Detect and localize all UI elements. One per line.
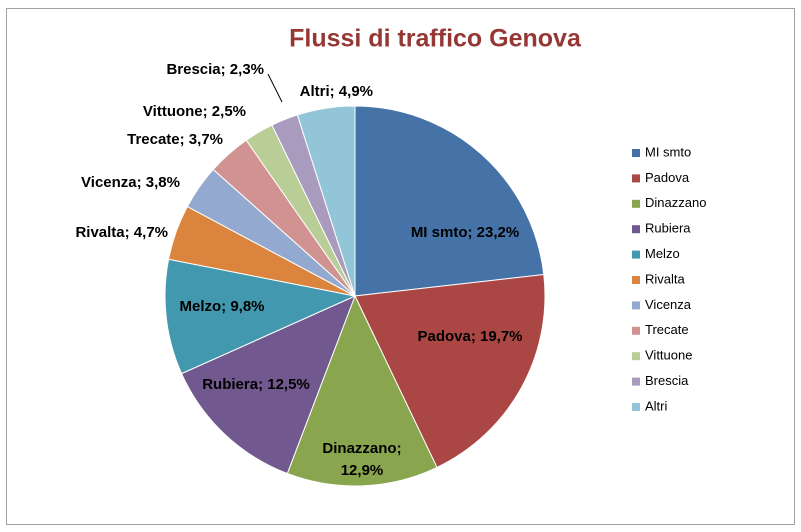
pie-slice xyxy=(354,274,546,469)
legend-swatch xyxy=(632,276,640,284)
data-label: Brescia; 2,3% xyxy=(166,61,264,78)
chart-title: Flussi di traffico Genova xyxy=(289,25,582,53)
pie-slice xyxy=(286,294,438,487)
data-label: Padova; 19,7% xyxy=(417,328,522,345)
legend-label: Altri xyxy=(645,398,668,413)
pie-slice xyxy=(296,105,356,297)
data-label-line: Dinazzano; xyxy=(322,440,401,457)
data-label: Vicenza; 3,8% xyxy=(81,174,180,191)
data-label: Dinazzano; 12,9% xyxy=(322,440,401,479)
legend-swatch xyxy=(632,149,640,157)
data-label: Rivalta; 4,7% xyxy=(75,224,168,241)
data-label: Altri; 4,9% xyxy=(300,83,373,100)
pie-slice xyxy=(164,258,357,375)
legend-swatch xyxy=(632,250,640,259)
legend-label: Rivalta xyxy=(645,271,686,286)
legend-label: Brescia xyxy=(645,373,689,388)
data-label: MI smto; 23,2% xyxy=(411,224,519,241)
legend-swatch xyxy=(632,352,640,361)
data-label: Melzo; 9,8% xyxy=(179,298,264,315)
data-label: Trecate; 3,7% xyxy=(127,131,223,148)
legend-label: MI smto xyxy=(645,144,691,159)
data-label: Rubiera; 12,5% xyxy=(202,376,310,393)
data-label: Vittuone; 2,5% xyxy=(143,103,246,120)
data-label-line: 12,9% xyxy=(341,462,384,479)
legend-label: Dinazzano xyxy=(645,195,706,210)
legend-label: Vittuone xyxy=(645,348,692,363)
legend-swatch xyxy=(632,225,640,234)
legend-swatch xyxy=(632,301,640,310)
legend-label: Trecate xyxy=(645,322,689,337)
leader-line xyxy=(267,73,283,103)
legend-label: Vicenza xyxy=(645,297,692,312)
legend-swatch xyxy=(632,174,640,183)
legend-swatch xyxy=(632,199,640,208)
legend-label: Melzo xyxy=(645,246,680,261)
legend-label: Padova xyxy=(645,170,690,185)
legend-swatch xyxy=(632,326,640,335)
pie-slice xyxy=(354,105,545,297)
pie-slice xyxy=(180,295,356,475)
legend-label: Rubiera xyxy=(645,221,691,236)
legend-swatch xyxy=(632,377,640,386)
legend-swatch xyxy=(632,403,640,411)
